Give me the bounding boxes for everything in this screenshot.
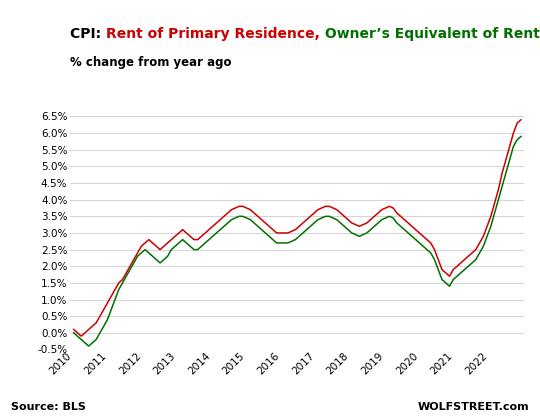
Text: Source: BLS: Source: BLS	[11, 402, 86, 412]
Text: Rent of Primary Residence,: Rent of Primary Residence,	[106, 27, 320, 41]
Text: CPI:: CPI:	[70, 27, 106, 41]
Text: % change from year ago: % change from year ago	[70, 56, 232, 69]
Text: WOLFSTREET.com: WOLFSTREET.com	[417, 402, 529, 412]
Text: Owner’s Equivalent of Rent: Owner’s Equivalent of Rent	[320, 27, 540, 41]
